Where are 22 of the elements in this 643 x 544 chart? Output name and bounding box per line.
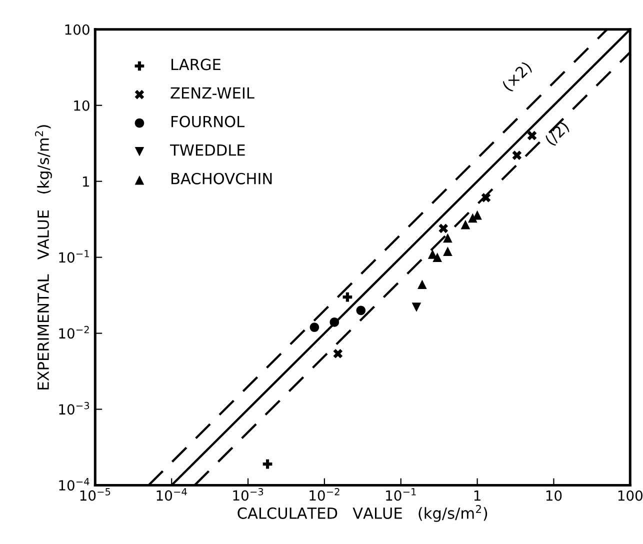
x-tick-label: 100 bbox=[618, 490, 642, 501]
y-tick-label: 10$^{−1}$ bbox=[59, 250, 89, 263]
legend-label: ZENZ-WEIL bbox=[170, 87, 254, 99]
y-tick-label: 10$^{−2}$ bbox=[59, 326, 89, 339]
y-tick-label: 100 bbox=[65, 24, 90, 35]
legend-label: BACHOVCHIN bbox=[172, 172, 272, 184]
x-tick-label: 10$^{−5}$ bbox=[80, 488, 110, 501]
y-tick-label: 10 bbox=[74, 100, 90, 111]
legend-label: LARGE bbox=[172, 58, 220, 70]
y-tick-label: 10$^{−4}$ bbox=[59, 478, 90, 491]
x-tick-label: 10 bbox=[546, 490, 562, 501]
y-tick-label: 1 bbox=[82, 176, 90, 187]
x-tick-label: 10$^{−1}$ bbox=[386, 488, 416, 501]
x-tick-label: 10$^{−3}$ bbox=[233, 488, 264, 501]
y-tick-label: 10$^{−3}$ bbox=[59, 402, 90, 415]
y-axis-title: EXPERIMENTAL VALUE (kg/s/m$^{2}$) bbox=[34, 125, 52, 390]
legend-label: FOURNOL bbox=[172, 116, 245, 128]
x-tick-label: 1 bbox=[474, 490, 480, 501]
x-tick-label: 10$^{−4}$ bbox=[156, 488, 187, 501]
x-axis-title: CALCULATED VALUE (kg/s/m$^{2}$) bbox=[238, 504, 488, 522]
x-tick-label: 10$^{−2}$ bbox=[310, 488, 340, 501]
legend-label: TWEDDLE bbox=[170, 144, 245, 156]
